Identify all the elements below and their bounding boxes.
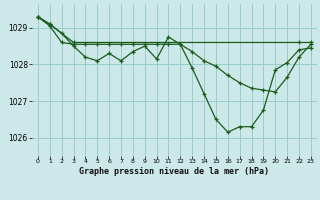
X-axis label: Graphe pression niveau de la mer (hPa): Graphe pression niveau de la mer (hPa) [79, 167, 269, 176]
